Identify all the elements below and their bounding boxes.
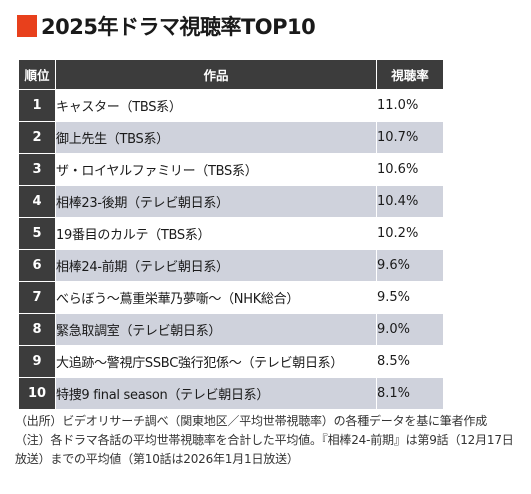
title-text: 2025年ドラマ視聴率TOP10 (41, 15, 316, 39)
table-row: 1 キャスター（TBS系） 11.0% (18, 89, 444, 122)
rank-cell: 5 (18, 217, 56, 250)
table-row: 8 緊急取調室（テレビ朝日系） 9.0% (18, 313, 444, 346)
title-cell: 緊急取調室（テレビ朝日系） (55, 313, 377, 346)
rating-cell: 11.0% (376, 89, 444, 122)
header-title: 作品 (55, 59, 377, 90)
table-row: 5 19番目のカルテ（TBS系） 10.2% (18, 217, 444, 250)
footnotes: （出所）ビデオリサーチ調べ（関東地区／平均世帯視聴率）の各種データを基に筆者作成… (15, 412, 520, 469)
rating-cell: 10.7% (376, 121, 444, 154)
title-cell: キャスター（TBS系） (55, 89, 377, 122)
title-cell: べらぼう～蔦重栄華乃夢噺～（NHK総合） (55, 281, 377, 314)
rating-cell: 8.5% (376, 345, 444, 378)
header-rank: 順位 (18, 59, 56, 90)
table-row: 10 特捜9 final season（テレビ朝日系） 8.1% (18, 377, 444, 410)
table-row: 6 相棒24-前期（テレビ朝日系） 9.6% (18, 249, 444, 282)
title-cell: 相棒24-前期（テレビ朝日系） (55, 249, 377, 282)
title-cell: 大追跡～警視庁SSBC強行犯係～（テレビ朝日系） (55, 345, 377, 378)
rank-cell: 10 (18, 377, 56, 410)
table-row: 9 大追跡～警視庁SSBC強行犯係～（テレビ朝日系） 8.5% (18, 345, 444, 378)
method-note: （注）各ドラマ各話の平均世帯視聴率を合計した平均値。『相棒24-前期』は第9話（… (15, 433, 514, 466)
rank-cell: 9 (18, 345, 56, 378)
rank-cell: 4 (18, 185, 56, 218)
rating-cell: 8.1% (376, 377, 444, 410)
rating-cell: 10.2% (376, 217, 444, 250)
rank-cell: 1 (18, 89, 56, 122)
title-cell: 御上先生（TBS系） (55, 121, 377, 154)
table-header-row: 順位 作品 視聴率 (18, 59, 444, 90)
table-row: 4 相棒23-後期（テレビ朝日系） 10.4% (18, 185, 444, 218)
rank-cell: 7 (18, 281, 56, 314)
rating-cell: 9.6% (376, 249, 444, 282)
rank-cell: 6 (18, 249, 56, 282)
ratings-table: 順位 作品 視聴率 1 キャスター（TBS系） 11.0% 2 御上先生（TBS… (18, 59, 444, 410)
rank-cell: 3 (18, 153, 56, 186)
rating-cell: 9.0% (376, 313, 444, 346)
page-title: 2025年ドラマ視聴率TOP10 (17, 12, 316, 40)
rank-cell: 8 (18, 313, 56, 346)
title-cell: 19番目のカルテ（TBS系） (55, 217, 377, 250)
title-cell: ザ・ロイヤルファミリー（TBS系） (55, 153, 377, 186)
table-row: 7 べらぼう～蔦重栄華乃夢噺～（NHK総合） 9.5% (18, 281, 444, 314)
table-row: 2 御上先生（TBS系） 10.7% (18, 121, 444, 154)
rating-cell: 10.6% (376, 153, 444, 186)
header-rating: 視聴率 (376, 59, 444, 90)
title-accent-square (17, 15, 37, 37)
rank-cell: 2 (18, 121, 56, 154)
source-note: （出所）ビデオリサーチ調べ（関東地区／平均世帯視聴率）の各種データを基に筆者作成 (15, 414, 488, 428)
table-row: 3 ザ・ロイヤルファミリー（TBS系） 10.6% (18, 153, 444, 186)
title-cell: 相棒23-後期（テレビ朝日系） (55, 185, 377, 218)
rating-cell: 10.4% (376, 185, 444, 218)
rating-cell: 9.5% (376, 281, 444, 314)
title-cell: 特捜9 final season（テレビ朝日系） (55, 377, 377, 410)
